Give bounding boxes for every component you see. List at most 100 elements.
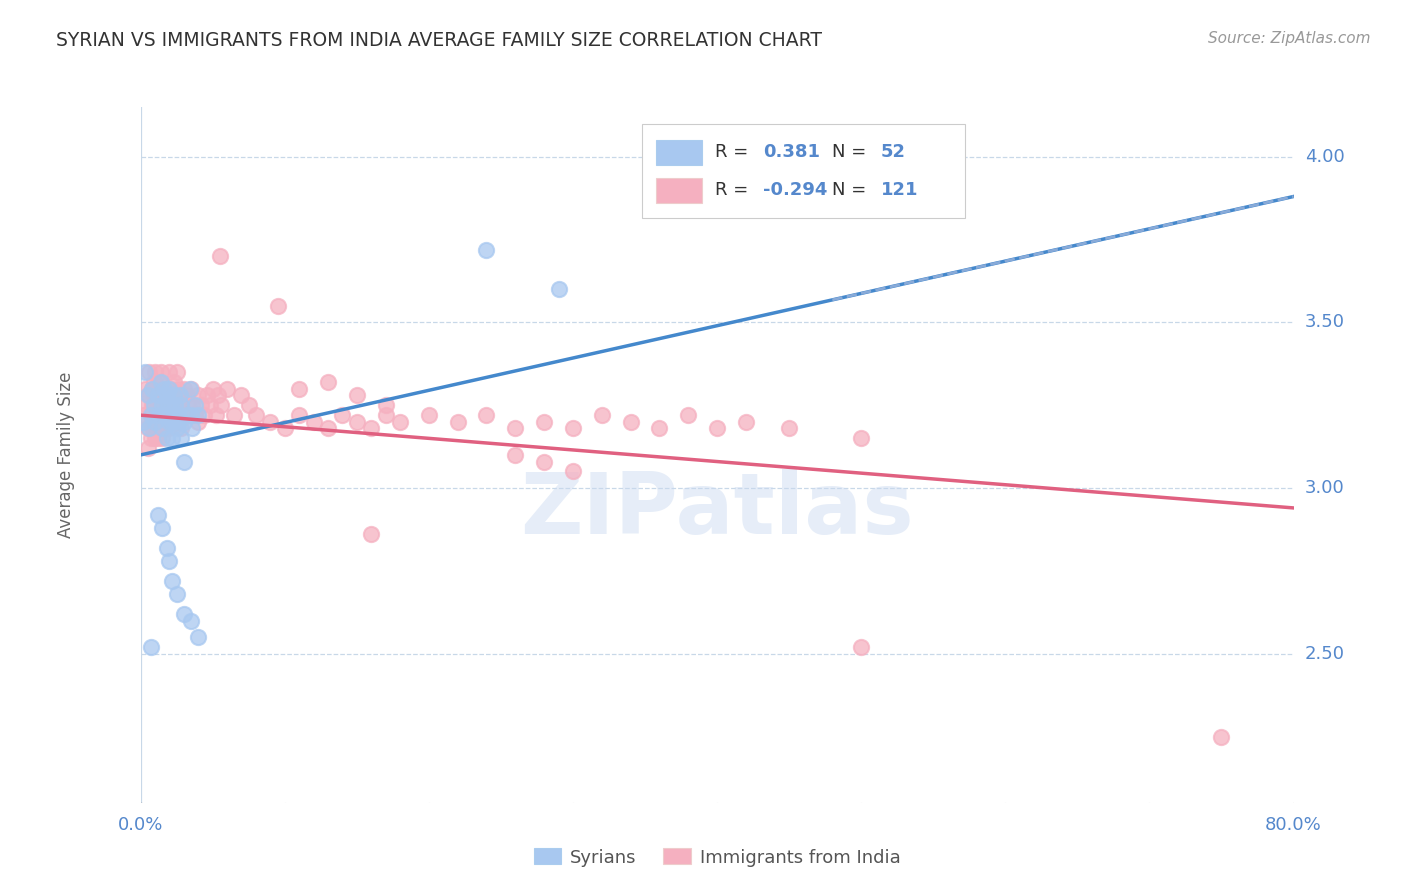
Point <box>156 398 179 412</box>
Point <box>266 299 288 313</box>
Point <box>153 408 176 422</box>
Point <box>155 541 177 555</box>
Point <box>181 398 204 412</box>
Point <box>360 527 382 541</box>
Point <box>149 415 172 429</box>
Point <box>156 388 179 402</box>
Point <box>648 421 671 435</box>
Point <box>132 408 155 422</box>
Point <box>187 408 209 422</box>
Point <box>146 388 169 402</box>
Point <box>245 408 267 422</box>
Point <box>148 421 170 435</box>
Point <box>162 415 184 429</box>
Point <box>162 415 184 429</box>
Point <box>145 398 167 412</box>
FancyBboxPatch shape <box>657 178 702 203</box>
Point <box>1211 730 1233 744</box>
Point <box>143 388 166 402</box>
Point <box>141 382 163 396</box>
Point <box>139 431 162 445</box>
Point <box>148 375 170 389</box>
Point <box>533 454 555 468</box>
Point <box>562 421 585 435</box>
Point <box>170 398 193 412</box>
Point <box>143 365 166 379</box>
Point <box>155 382 177 396</box>
Point <box>187 388 209 402</box>
Point <box>162 431 184 445</box>
Point <box>136 442 159 456</box>
Point <box>165 398 187 412</box>
Point <box>153 398 176 412</box>
Point <box>619 415 641 429</box>
Point <box>160 408 183 422</box>
Point <box>149 375 172 389</box>
Point <box>849 640 872 654</box>
Point <box>706 421 728 435</box>
Text: 80.0%: 80.0% <box>1265 816 1322 834</box>
Point <box>591 408 613 422</box>
Text: ZIPatlas: ZIPatlas <box>520 469 914 552</box>
Point <box>562 465 585 479</box>
Point <box>152 382 174 396</box>
Point <box>190 398 212 412</box>
Point <box>176 388 198 402</box>
FancyBboxPatch shape <box>657 140 702 165</box>
Point <box>141 382 163 396</box>
Point <box>346 415 368 429</box>
Point <box>173 415 195 429</box>
Point <box>447 415 470 429</box>
Point <box>173 454 195 468</box>
Text: 121: 121 <box>880 181 918 199</box>
Point <box>138 388 160 402</box>
Point <box>503 421 526 435</box>
Point <box>346 388 368 402</box>
Point <box>159 365 180 379</box>
Point <box>167 382 190 396</box>
Point <box>849 431 872 445</box>
Point <box>153 421 176 435</box>
Point <box>179 382 201 396</box>
Point <box>170 431 193 445</box>
Text: Average Family Size: Average Family Size <box>56 372 75 538</box>
Point <box>136 421 159 435</box>
Point <box>173 382 195 396</box>
Point <box>180 382 202 396</box>
Point <box>139 408 162 422</box>
Point <box>332 408 354 422</box>
Point <box>166 408 188 422</box>
Text: 3.50: 3.50 <box>1305 313 1346 332</box>
Point <box>209 398 232 412</box>
Point <box>360 421 382 435</box>
Point <box>166 421 188 435</box>
Point <box>166 365 188 379</box>
Point <box>134 365 156 379</box>
Point <box>167 415 190 429</box>
Point <box>231 388 253 402</box>
Point <box>132 415 155 429</box>
Point <box>274 421 297 435</box>
Point <box>170 421 193 435</box>
Point <box>142 375 165 389</box>
Text: 2.50: 2.50 <box>1305 645 1346 663</box>
Point <box>288 408 311 422</box>
Point <box>150 421 173 435</box>
Point <box>143 415 166 429</box>
Text: R =: R = <box>714 144 748 161</box>
Text: N =: N = <box>832 181 866 199</box>
Point <box>179 408 201 422</box>
Point <box>201 382 224 396</box>
Point <box>143 431 166 445</box>
Point <box>503 448 526 462</box>
Point <box>143 408 166 422</box>
Point <box>155 431 177 445</box>
Point <box>141 421 163 435</box>
Point <box>163 375 186 389</box>
Point <box>148 398 170 412</box>
Point <box>180 614 202 628</box>
Point <box>735 415 758 429</box>
Point <box>159 382 180 396</box>
Point <box>150 521 173 535</box>
Text: R =: R = <box>714 181 748 199</box>
